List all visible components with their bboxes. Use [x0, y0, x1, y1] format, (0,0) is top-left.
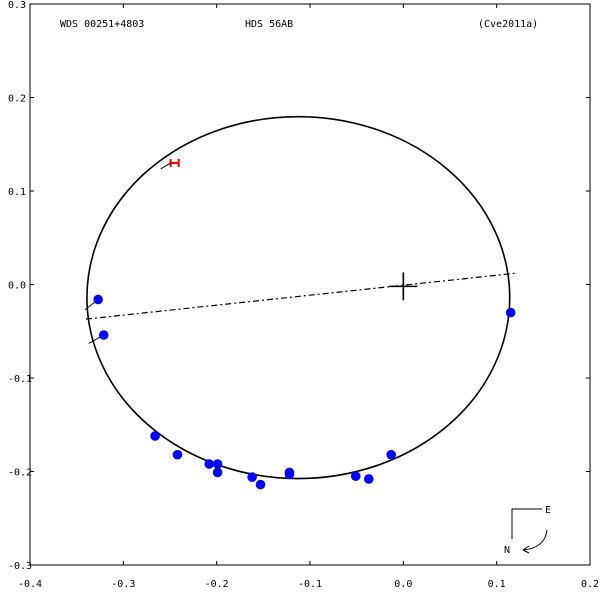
chart-marks	[84, 115, 516, 490]
x-tick-label: -0.4	[18, 579, 42, 590]
compass: E N	[504, 505, 551, 556]
x-tick-label: 0.1	[488, 579, 506, 590]
y-tick-label: 0.0	[8, 281, 26, 292]
y-tick-label: 0.1	[8, 187, 26, 198]
observation-point	[505, 307, 516, 318]
header-wds-id: WDS 00251+4803	[60, 19, 144, 30]
y-tick-label: 0.3	[8, 0, 26, 11]
header-system-name: HDS 56AB	[245, 19, 293, 30]
x-tick-label: -0.1	[298, 579, 322, 590]
observation-point	[350, 471, 361, 481]
observation-point	[255, 479, 266, 490]
compass-axes	[511, 508, 542, 539]
observation-point	[150, 431, 160, 441]
axis-ticks: -0.4 -0.3 -0.2 -0.1 0.0 0.1 0.2 0.3 0.2 0.1 0.0 -0.…	[8, 0, 599, 590]
x-tick-label: -0.2	[205, 579, 229, 590]
observation-point	[364, 474, 374, 484]
line-of-nodes	[85, 272, 516, 320]
y-tick-label: -0.1	[8, 374, 32, 385]
compass-arc	[522, 529, 548, 551]
observation-point	[212, 467, 223, 478]
x-tick-label: 0.0	[394, 579, 412, 590]
y-tick-label: -0.3	[8, 561, 32, 572]
x-tick-label: -0.3	[111, 579, 135, 590]
compass-east-label: E	[545, 505, 551, 516]
observation-point	[98, 330, 109, 340]
observation-point	[93, 294, 103, 305]
x-tick-label: 0.2	[581, 579, 599, 590]
compass-north-label: N	[504, 545, 510, 556]
observation-point	[212, 459, 223, 469]
observation-point	[386, 449, 397, 460]
observation-point	[172, 449, 183, 460]
highlight-residual-line	[160, 162, 171, 170]
observation-point	[284, 469, 295, 480]
observation-point	[247, 472, 257, 482]
header-reference: (Cve2011a)	[478, 19, 538, 30]
y-tick-label: 0.2	[8, 94, 26, 105]
orbit-ellipse	[86, 115, 511, 480]
y-tick-label: -0.2	[8, 468, 32, 479]
observation-point	[204, 459, 214, 469]
compass-arrow-icon	[522, 545, 530, 554]
